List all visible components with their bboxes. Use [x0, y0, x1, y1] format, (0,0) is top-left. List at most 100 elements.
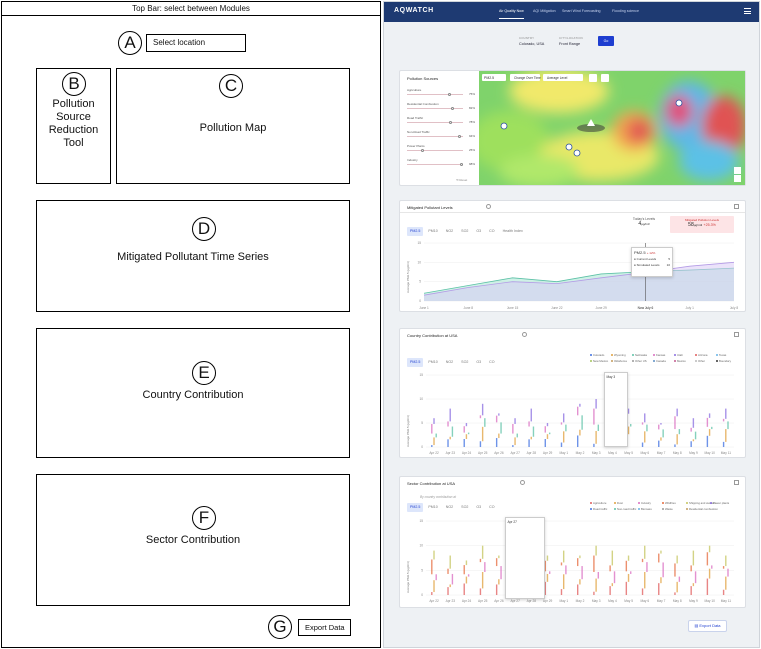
pollutant-tab[interactable]: O3: [476, 360, 482, 364]
expand-icon[interactable]: [734, 332, 739, 337]
legend-entry[interactable]: Power plants: [710, 501, 729, 505]
slider-handle[interactable]: [459, 162, 463, 166]
legend-entry[interactable]: Wyoming: [611, 353, 626, 357]
x-tick-label: May 6: [640, 451, 649, 455]
legend-entry[interactable]: Biomass: [638, 507, 652, 511]
pollutant-tab[interactable]: PM10: [428, 505, 438, 509]
slider-handle[interactable]: [457, 134, 461, 138]
bar-segment: [609, 586, 611, 595]
bar-segment: [694, 431, 697, 440]
expand-icon[interactable]: [734, 480, 739, 485]
bar-segment: [625, 581, 628, 595]
bar-segment: [641, 422, 644, 425]
legend-entry[interactable]: New Mexico: [590, 359, 608, 363]
pollutant-tab[interactable]: NO2: [445, 360, 454, 364]
info-icon[interactable]: [486, 204, 491, 209]
legend-entry[interactable]: Residential combustion: [686, 507, 718, 511]
bar-segment: [544, 581, 546, 595]
slider-row[interactable]: Agriculture 75%: [407, 88, 475, 100]
bar-segment: [449, 436, 451, 440]
bar-segment: [530, 436, 532, 440]
export-data-button[interactable]: ▤ Export Data: [688, 620, 727, 632]
pollutant-tab[interactable]: CO: [489, 505, 495, 509]
pollutant-tab[interactable]: PM2.5: [407, 503, 424, 512]
slider-track[interactable]: [407, 120, 463, 124]
info-icon[interactable]: [520, 480, 525, 485]
pollution-map[interactable]: PM2.5 Change Over Time Average Level: [479, 71, 745, 185]
slider-handle[interactable]: [449, 120, 453, 124]
legend-entry[interactable]: Nebraska: [632, 353, 647, 357]
timeseries-chart[interactable]: 15 10 5 0 June 1 June 8 June 15 June 22 June 29 N…: [412, 239, 742, 311]
legend-entry[interactable]: Other US: [632, 359, 647, 363]
pollutant-tab[interactable]: PM10: [428, 229, 438, 233]
legend-entry[interactable]: Road traffic: [590, 507, 607, 511]
legend-entry[interactable]: Canada: [653, 359, 666, 363]
legend-entry[interactable]: Non-road traffic: [614, 507, 636, 511]
pollutant-tab[interactable]: O3: [476, 505, 482, 509]
pollutant-tab[interactable]: NO2: [445, 505, 454, 509]
tab-air-quality-now[interactable]: Air Quality Now: [499, 9, 524, 19]
pollutant-tab[interactable]: Health Index: [502, 229, 523, 233]
pollutant-tab[interactable]: CO: [489, 229, 495, 233]
slider-handle[interactable]: [420, 148, 424, 152]
pollutant-tab[interactable]: PM2.5: [407, 227, 424, 236]
legend-entry[interactable]: Agriculture: [590, 501, 606, 505]
legend-entry[interactable]: Oklahoma: [611, 359, 627, 363]
expand-icon[interactable]: [734, 204, 739, 209]
legend-entry[interactable]: Shipping and aviation: [686, 501, 716, 505]
slider-row[interactable]: Non-Road Traffic 94%: [407, 130, 475, 142]
tab-aqi-mitigation[interactable]: AQI Mitigation: [533, 9, 556, 13]
country-bar-chart[interactable]: 15 10 5 0 Apr 22 Apr 23 Apr 24 Apr 25 Apr 26 Apr …: [412, 371, 742, 457]
city-field[interactable]: CITY/LOCATION Front Range: [559, 36, 583, 46]
pollutant-tab[interactable]: SO2: [461, 505, 469, 509]
sector-subtitle: By country contribution at: [420, 495, 456, 499]
bar-segment: [481, 545, 484, 559]
legend-entry[interactable]: Colorado: [590, 353, 604, 357]
slider-row[interactable]: Road Traffic 78%: [407, 116, 475, 128]
slider-track[interactable]: [407, 92, 463, 96]
slider-track[interactable]: [407, 134, 463, 138]
tab-flooding[interactable]: Flooding science: [612, 9, 639, 13]
legend-entry[interactable]: Utah: [674, 353, 683, 357]
x-tick-label: May 1: [559, 451, 568, 455]
slider-track[interactable]: [407, 162, 463, 166]
legend-entry[interactable]: Wildfires: [662, 501, 676, 505]
tab-smart-wind[interactable]: Smart Wind Forecasting: [562, 9, 601, 13]
legend-entry[interactable]: Boundary: [716, 359, 731, 363]
legend-entry[interactable]: Texas: [716, 353, 726, 357]
x-tick-label: Apr 22: [429, 599, 439, 603]
slider-row[interactable]: Industry 98%: [407, 158, 475, 170]
slider-handle[interactable]: [451, 106, 455, 110]
reset-button[interactable]: ⟲ Reset: [456, 178, 468, 182]
legend-entry[interactable]: Other: [695, 359, 705, 363]
country-field[interactable]: COUNTRY Colorado, USA: [519, 36, 545, 46]
legend-entry[interactable]: Arizona: [695, 353, 707, 357]
go-button[interactable]: Go: [598, 36, 614, 46]
bar-segment: [565, 565, 567, 575]
pollutant-tab[interactable]: SO2: [461, 360, 469, 364]
pollutant-tab[interactable]: PM10: [428, 360, 438, 364]
bar-segment: [674, 444, 676, 447]
x-tick-label: Apr 24: [462, 599, 472, 603]
legend-entry[interactable]: Kansas: [653, 353, 665, 357]
pollutant-tab[interactable]: CO: [489, 360, 495, 364]
pollutant-tab[interactable]: NO2: [445, 229, 454, 233]
legend-entry[interactable]: Mexico: [674, 359, 686, 363]
slider-row[interactable]: Power Plants 25%: [407, 144, 475, 156]
bar-segment: [451, 573, 454, 585]
legend-entry[interactable]: Dust: [614, 501, 623, 505]
pollutant-tab[interactable]: SO2: [461, 229, 469, 233]
bar-segment: [560, 589, 563, 595]
pollutant-tab[interactable]: PM2.5: [407, 358, 424, 367]
info-icon[interactable]: [522, 332, 527, 337]
slider-handle[interactable]: [447, 92, 451, 96]
menu-icon[interactable]: [744, 8, 751, 14]
slider-row[interactable]: Residential Combustion 82%: [407, 102, 475, 114]
slider-track[interactable]: [407, 106, 463, 110]
legend-entry[interactable]: Waste: [662, 507, 673, 511]
pollutant-tab[interactable]: O3: [476, 229, 482, 233]
legend-entry[interactable]: Industry: [638, 501, 651, 505]
slider-track[interactable]: [407, 148, 463, 152]
bar-segment: [579, 403, 581, 407]
